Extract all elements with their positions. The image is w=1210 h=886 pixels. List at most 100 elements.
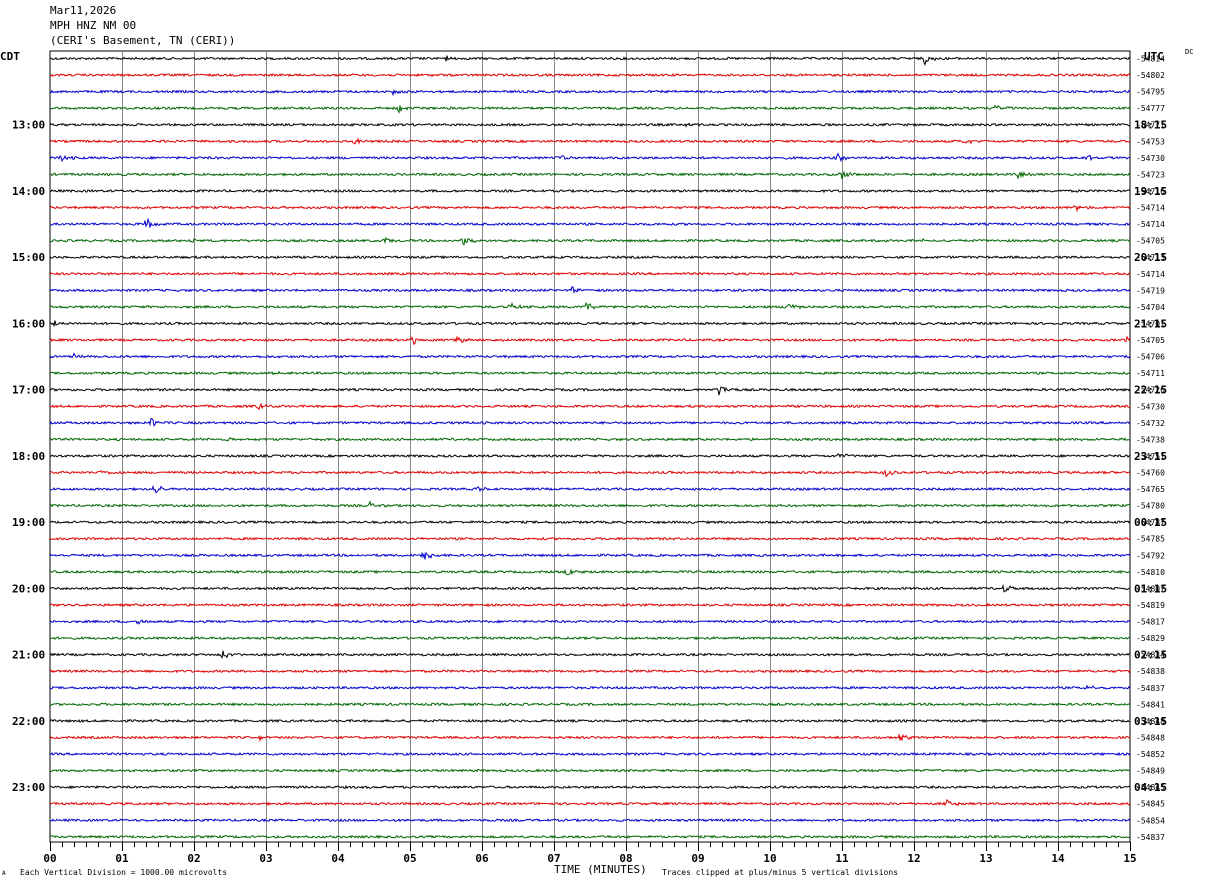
plot-frame — [49, 50, 1131, 843]
dc-offset-label: -54854 — [1136, 816, 1165, 825]
seismic-trace — [49, 568, 1130, 576]
seismic-trace — [49, 152, 1131, 163]
seismic-trace — [49, 602, 1131, 608]
seismic-trace — [49, 320, 1131, 328]
dc-offset-label: -54738 — [1136, 435, 1165, 444]
dc-offset-label: -54848 — [1136, 733, 1165, 742]
seismic-trace — [49, 236, 1130, 246]
dc-offset-label: -54845 — [1136, 783, 1165, 792]
dc-offset-label: -54810 — [1136, 568, 1165, 577]
utc-hour-label: 20:15 — [1134, 251, 1167, 264]
x-tick-label: 09 — [691, 852, 704, 865]
seismic-trace — [49, 619, 1131, 625]
left-timezone: CDT — [0, 50, 20, 63]
dc-offset-label: -54838 — [1136, 667, 1165, 676]
x-tick-label: 11 — [835, 852, 849, 865]
seismic-trace — [49, 122, 1131, 128]
grid-lines — [49, 50, 1131, 843]
dc-offset-label: -54785 — [1136, 535, 1165, 544]
seismic-trace — [49, 402, 1131, 411]
dc-offset-label: -54848 — [1136, 717, 1165, 726]
cdt-hour-label: 14:00 — [12, 185, 45, 198]
cdt-hour-label: 16:00 — [12, 317, 45, 330]
corner-mark: A — [2, 870, 6, 877]
x-tick-label: 01 — [115, 852, 129, 865]
seismic-trace — [49, 732, 1131, 743]
dc-offset-label: -54837 — [1136, 833, 1165, 842]
seismic-trace — [49, 536, 1131, 541]
dc-offset-label: -54713 — [1136, 253, 1165, 262]
seismic-trace — [49, 55, 1131, 67]
x-tick-label: 10 — [763, 852, 776, 865]
utc-hour-label: 02:15 — [1134, 649, 1167, 662]
utc-hour-label: 22:15 — [1134, 384, 1167, 397]
dc-offset-label: -54726 — [1136, 386, 1165, 395]
x-tick-label: 07 — [547, 852, 560, 865]
dc-offset-label: -54714 — [1136, 204, 1165, 213]
seismic-trace — [49, 684, 1131, 690]
seismic-trace — [49, 784, 1131, 790]
utc-hour-label: 23:15 — [1134, 450, 1167, 463]
seismic-trace — [49, 255, 1131, 260]
cdt-hour-label: 15:00 — [12, 251, 45, 264]
seismic-trace — [49, 583, 1131, 593]
utc-hour-label: 21:15 — [1134, 317, 1167, 330]
x-tick-label: 02 — [187, 852, 200, 865]
seismic-trace — [49, 635, 1131, 641]
dc-offset-label: -54716 — [1136, 187, 1165, 196]
dc-offset-label: -54705 — [1136, 336, 1165, 345]
seismic-trace — [49, 205, 1131, 213]
seismic-trace — [49, 170, 1131, 180]
cdt-hour-label: 18:00 — [12, 450, 45, 463]
seismic-trace — [49, 104, 1131, 114]
station-label: MPH HNZ NM 00 — [50, 19, 137, 32]
dc-offset-label: -54760 — [1136, 469, 1165, 478]
seismic-trace — [49, 437, 1131, 442]
seismic-trace — [49, 818, 1131, 823]
utc-hour-label: 01:15 — [1134, 582, 1167, 595]
dc-offset-label: -54719 — [1136, 286, 1165, 295]
dc-offset-label: -54751 — [1136, 452, 1165, 461]
dc-offset-label: -54829 — [1136, 634, 1165, 643]
dc-offset-label: -54777 — [1136, 104, 1165, 113]
x-tick-label: 04 — [331, 852, 345, 865]
dc-offset-label: -54841 — [1136, 700, 1165, 709]
x-tick-label: 03 — [259, 852, 272, 865]
seismic-trace — [49, 484, 1131, 494]
location-label: (CERI's Basement, TN (CERI)) — [50, 34, 236, 47]
dc-offset-label: -54771 — [1136, 121, 1165, 130]
seismic-trace — [49, 72, 1131, 78]
seismic-trace — [49, 188, 1131, 194]
date-label: Mar11,2026 — [50, 4, 117, 17]
x-tick-label: 00 — [43, 852, 56, 865]
x-tick-label: 12 — [907, 852, 920, 865]
x-tick-label: 05 — [403, 852, 416, 865]
dc-offset-label: -54765 — [1136, 485, 1165, 494]
x-tick-label: 08 — [619, 852, 632, 865]
seismic-trace — [49, 768, 1131, 773]
dc-offset-label: -54732 — [1136, 419, 1165, 428]
dc-offset-label: -54780 — [1136, 502, 1165, 511]
dc-offset-label: -54849 — [1136, 767, 1165, 776]
seismic-trace — [49, 217, 1131, 228]
x-axis-title: TIME (MINUTES) — [554, 863, 647, 876]
cdt-hour-label: 19:00 — [12, 516, 45, 529]
traces — [49, 55, 1131, 840]
dc-offset-label: -54792 — [1136, 551, 1165, 560]
cdt-hour-label: 23:00 — [12, 781, 45, 794]
time-axis: 00 01 02 03 04 05 06 07 08 09 10 11 12 13 14 15 — [43, 841, 1137, 865]
seismic-trace — [50, 702, 1131, 707]
seismic-trace — [49, 137, 1131, 145]
seismic-trace — [49, 834, 1131, 840]
dc-offset-label: -54711 — [1136, 369, 1165, 378]
dc-offset-label: -54814 — [1136, 55, 1165, 64]
seismic-trace — [49, 500, 1131, 508]
dc-offset-label: -54730 — [1136, 402, 1165, 411]
cdt-hour-label: 22:00 — [12, 715, 45, 728]
utc-hour-label: 19:15 — [1134, 185, 1167, 198]
cdt-hour-label: 17:00 — [12, 384, 45, 397]
x-tick-label: 15 — [1123, 852, 1136, 865]
seismic-trace — [49, 551, 1131, 560]
dc-offset-label: -54704 — [1136, 303, 1165, 312]
